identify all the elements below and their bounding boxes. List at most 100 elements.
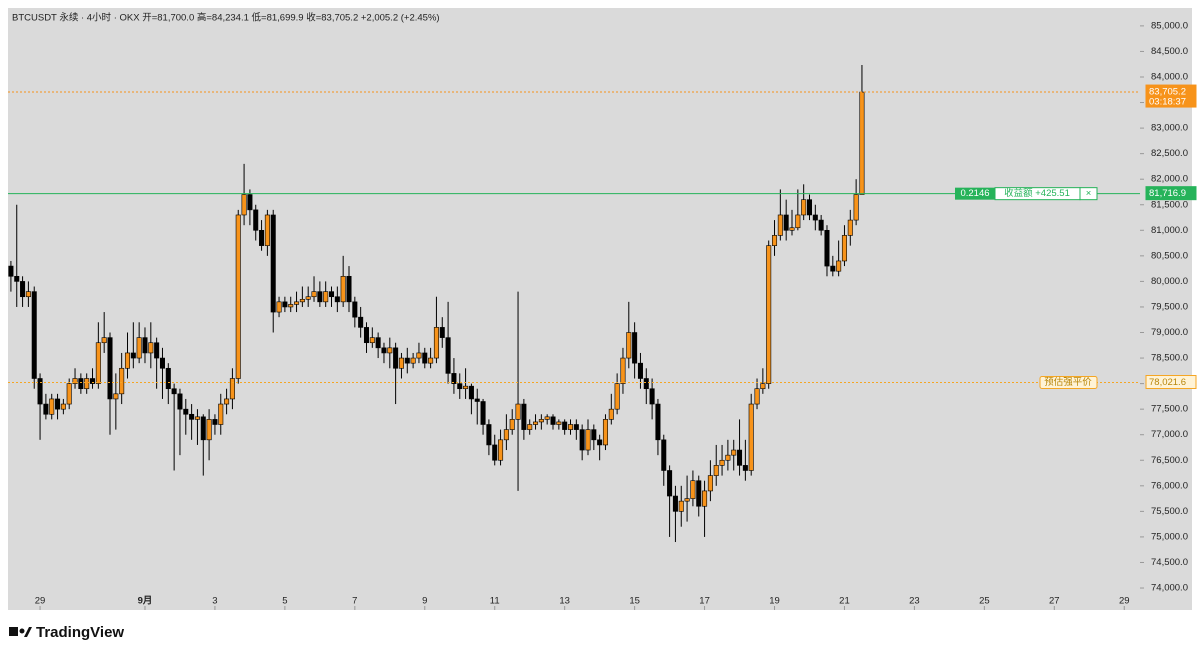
candle-body <box>725 454 731 461</box>
y-tick-label: 74,000.0 <box>1151 583 1188 594</box>
candle-body <box>183 408 189 415</box>
candle <box>78 373 84 394</box>
candle <box>772 220 778 256</box>
y-tick-label: 77,500.0 <box>1151 404 1188 415</box>
candle-body <box>812 214 818 221</box>
candle <box>509 409 515 435</box>
candle-body <box>422 352 428 364</box>
candle <box>841 225 847 267</box>
countdown: 03:18:37 <box>1149 97 1186 108</box>
candle <box>760 368 766 394</box>
x-tick-label: 3 <box>212 596 217 607</box>
candle <box>445 301 451 384</box>
candle <box>754 378 760 410</box>
note: 预估强平价 <box>1044 376 1092 388</box>
candle <box>194 409 200 445</box>
candle-body <box>66 383 72 405</box>
candle <box>124 332 131 379</box>
y-tick-label: 82,500.0 <box>1151 148 1188 159</box>
candle-body <box>818 219 824 231</box>
candle-body <box>328 291 335 298</box>
y-tick-label: 80,000.0 <box>1151 276 1188 287</box>
candle <box>433 296 439 364</box>
candle-body <box>72 378 78 384</box>
candle <box>573 419 579 440</box>
candle-body <box>136 337 142 359</box>
candle <box>480 398 486 435</box>
candle-body <box>8 265 14 277</box>
candle-body <box>521 403 527 430</box>
candle-body <box>620 357 626 384</box>
y-tick-label: 75,000.0 <box>1151 531 1188 542</box>
candle <box>200 414 206 476</box>
candle-body <box>841 235 847 262</box>
position-qty: 0.2146 <box>960 188 989 199</box>
candle <box>259 220 265 251</box>
candle <box>416 342 422 364</box>
close-box[interactable] <box>1079 187 1098 201</box>
candle <box>806 194 813 221</box>
candle-body <box>772 235 778 246</box>
candle <box>690 470 696 507</box>
candle <box>795 189 801 231</box>
candle <box>49 393 55 420</box>
candle <box>748 393 754 476</box>
candle-body <box>264 214 270 246</box>
candle <box>801 184 807 221</box>
candle <box>358 306 364 338</box>
candle <box>737 419 743 476</box>
candle-body <box>25 291 31 298</box>
candle-body <box>742 465 748 471</box>
candle <box>352 296 358 328</box>
y-tick-label: 81,500.0 <box>1151 199 1188 210</box>
candle <box>742 439 748 481</box>
candle-body <box>754 388 760 405</box>
candle-body <box>533 421 539 425</box>
y-tick-label: 77,000.0 <box>1151 429 1188 440</box>
candle <box>84 373 90 394</box>
candle-body <box>789 227 795 231</box>
candle-body <box>562 421 568 430</box>
candle-body <box>165 367 171 390</box>
candle-body <box>95 342 101 384</box>
candle <box>95 322 101 389</box>
candle <box>602 414 608 451</box>
y-tick-label: 78,500.0 <box>1151 353 1188 364</box>
candle-body <box>777 214 783 236</box>
candle <box>684 475 690 522</box>
candle-body <box>503 429 509 441</box>
candle-body <box>363 327 370 344</box>
candle <box>655 398 661 456</box>
candle-body <box>801 199 807 216</box>
candle <box>264 209 270 256</box>
candle <box>14 204 20 307</box>
candle-body <box>509 419 515 430</box>
candle <box>136 322 142 364</box>
candle-body <box>177 393 183 410</box>
candle <box>731 439 737 471</box>
candle <box>20 276 26 307</box>
candle-body <box>247 194 253 211</box>
candle <box>340 255 346 307</box>
candle <box>696 475 702 517</box>
y-tick-label: 80,500.0 <box>1151 250 1188 261</box>
candle-body <box>317 291 323 303</box>
close-button[interactable]: × <box>1086 188 1092 199</box>
candle <box>276 296 282 318</box>
candle-body <box>632 332 638 364</box>
candle <box>212 414 218 435</box>
x-tick-label: 5 <box>282 596 287 607</box>
candle <box>37 373 43 440</box>
candle-body <box>229 378 235 400</box>
candle-body <box>299 298 305 303</box>
candle <box>667 465 673 537</box>
candle-body <box>340 275 346 303</box>
candle <box>375 332 381 359</box>
candle-body <box>305 296 311 300</box>
candle <box>8 260 14 292</box>
candle-body <box>445 337 451 374</box>
candle-body <box>830 265 836 272</box>
candle <box>218 393 224 435</box>
candle-body <box>241 194 247 216</box>
y-tick-label: 75,500.0 <box>1151 506 1188 517</box>
